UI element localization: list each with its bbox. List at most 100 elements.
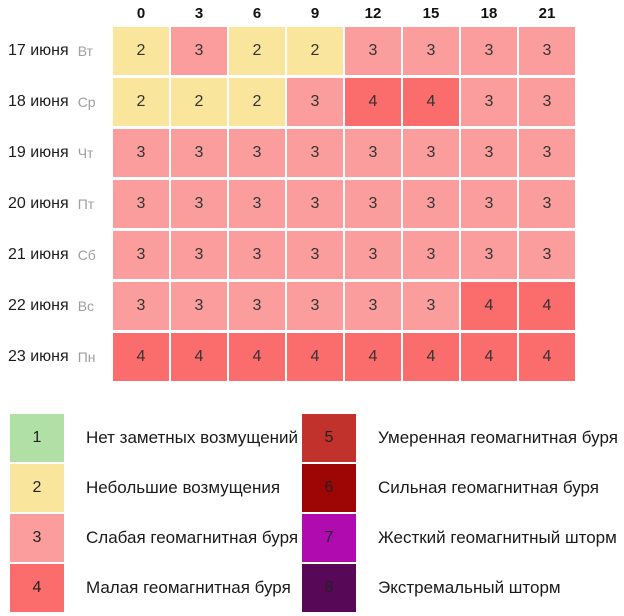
kp-index-legend: 1 Нет заметных возмущений 2 Небольшие возму… [10, 414, 624, 614]
legend-item: 7 Жесткий геомагнитный шторм [302, 514, 624, 562]
legend-label: Жесткий геомагнитный шторм [378, 528, 617, 547]
legend-swatch: 8 [302, 564, 356, 612]
date-label: 18 июня [8, 93, 69, 110]
kp-cell: 4 [345, 333, 401, 381]
forecast-grid: 0 3 6 9 12 15 18 21 17 июня Вт 2 3 2 2 3 3 3 3 18 июня Ср 2 2… [0, 2, 624, 381]
weekday-label: Вс [77, 298, 95, 314]
kp-cell: 3 [287, 180, 343, 228]
legend-swatch: 1 [10, 414, 64, 462]
date-label: 19 июня [8, 144, 69, 161]
legend-swatch: 7 [302, 514, 356, 562]
kp-cell: 4 [461, 282, 517, 330]
kp-cell: 4 [287, 333, 343, 381]
kp-cell: 3 [171, 129, 227, 177]
kp-cell: 4 [345, 78, 401, 126]
kp-cell: 3 [229, 231, 285, 279]
kp-cell: 3 [519, 78, 575, 126]
legend-swatch: 2 [10, 464, 64, 512]
weekday-label: Сб [77, 247, 96, 263]
kp-cell: 3 [345, 129, 401, 177]
date-label: 20 июня [8, 195, 69, 212]
kp-cell: 2 [171, 78, 227, 126]
kp-cell: 3 [345, 27, 401, 75]
kp-cell: 3 [345, 282, 401, 330]
kp-cell: 3 [519, 27, 575, 75]
kp-cell: 3 [403, 27, 459, 75]
kp-cell: 3 [519, 180, 575, 228]
kp-cell: 4 [403, 78, 459, 126]
legend-label: Небольшие возмущения [86, 478, 281, 497]
hour-header-6: 6 [252, 4, 262, 22]
hour-header-12: 12 [364, 4, 382, 22]
row-label: 18 июня Ср [0, 78, 111, 126]
legend-swatch: 3 [10, 514, 64, 562]
kp-cell: 3 [403, 282, 459, 330]
kp-cell: 3 [229, 282, 285, 330]
weekday-label: Вт [77, 43, 93, 59]
legend-column-left: 1 Нет заметных возмущений 2 Небольшие возму… [10, 414, 302, 614]
kp-cell: 4 [403, 333, 459, 381]
date-label: 22 июня [8, 297, 69, 314]
date-label: 17 июня [8, 42, 69, 59]
kp-cell: 2 [229, 27, 285, 75]
weekday-label: Пт [77, 196, 95, 212]
legend-item: 1 Нет заметных возмущений [10, 414, 302, 462]
kp-cell: 4 [171, 333, 227, 381]
legend-label: Нет заметных возмущений [86, 428, 299, 447]
kp-cell: 3 [287, 231, 343, 279]
weekday-label: Чт [77, 145, 94, 161]
legend-item: 5 Умеренная геомагнитная буря [302, 414, 624, 462]
kp-cell: 3 [287, 78, 343, 126]
kp-cell: 3 [461, 27, 517, 75]
legend-item: 3 Слабая геомагнитная буря [10, 514, 302, 562]
date-label: 21 июня [8, 246, 69, 263]
legend-label: Слабая геомагнитная буря [86, 528, 299, 547]
row-label: 23 июня Пн [0, 333, 111, 381]
kp-cell: 3 [171, 27, 227, 75]
kp-cell: 3 [461, 129, 517, 177]
kp-cell: 3 [113, 282, 169, 330]
row-label: 17 июня Вт [0, 27, 111, 75]
weekday-label: Ср [77, 94, 96, 110]
hour-header-15: 15 [422, 4, 440, 22]
kp-cell: 3 [229, 180, 285, 228]
hour-header-21: 21 [538, 4, 556, 22]
kp-cell: 3 [113, 231, 169, 279]
kp-cell: 3 [171, 180, 227, 228]
legend-swatch: 4 [10, 564, 64, 612]
hour-header-3: 3 [194, 4, 204, 22]
kp-cell: 3 [287, 129, 343, 177]
kp-cell: 4 [461, 333, 517, 381]
row-label: 20 июня Пт [0, 180, 111, 228]
kp-cell: 3 [113, 129, 169, 177]
legend-item: 4 Малая геомагнитная буря [10, 564, 302, 612]
kp-cell: 3 [171, 282, 227, 330]
legend-column-right: 5 Умеренная геомагнитная буря 6 Сильная гео… [302, 414, 624, 614]
kp-cell: 2 [287, 27, 343, 75]
kp-cell: 3 [461, 231, 517, 279]
kp-cell: 2 [229, 78, 285, 126]
kp-cell: 3 [229, 129, 285, 177]
kp-cell: 3 [403, 231, 459, 279]
kp-cell: 3 [113, 180, 169, 228]
legend-swatch: 6 [302, 464, 356, 512]
row-label: 22 июня Вс [0, 282, 111, 330]
kp-cell: 3 [403, 180, 459, 228]
row-label: 19 июня Чт [0, 129, 111, 177]
row-label: 21 июня Сб [0, 231, 111, 279]
kp-cell: 2 [113, 78, 169, 126]
kp-cell: 4 [113, 333, 169, 381]
legend-swatch: 5 [302, 414, 356, 462]
hour-header-0: 0 [136, 4, 146, 22]
kp-cell: 4 [229, 333, 285, 381]
kp-cell: 3 [519, 231, 575, 279]
date-label: 23 июня [8, 348, 69, 365]
kp-cell: 3 [171, 231, 227, 279]
kp-cell: 3 [519, 129, 575, 177]
legend-item: 2 Небольшие возмущения [10, 464, 302, 512]
legend-label: Умеренная геомагнитная буря [378, 428, 618, 447]
hour-header-18: 18 [480, 4, 498, 22]
kp-cell: 3 [403, 129, 459, 177]
legend-label: Сильная геомагнитная буря [378, 478, 599, 497]
